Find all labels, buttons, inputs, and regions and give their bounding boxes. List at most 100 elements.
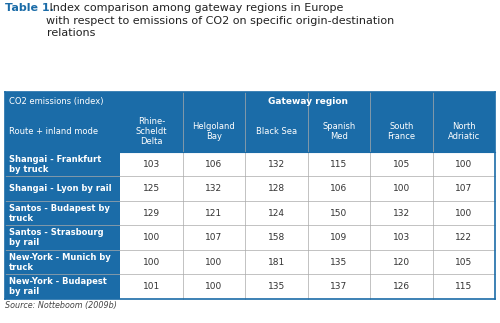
Bar	[182, 201, 245, 225]
Text: Shangai - Frankfurt
by truck: Shangai - Frankfurt by truck	[9, 155, 102, 174]
Bar	[182, 176, 245, 201]
Bar	[245, 250, 308, 274]
Text: 128: 128	[268, 184, 285, 193]
Bar	[5, 201, 120, 225]
Bar	[370, 152, 432, 176]
Text: Shangai - Lyon by rail: Shangai - Lyon by rail	[9, 184, 112, 193]
Text: CO2 emissions (index): CO2 emissions (index)	[9, 97, 104, 106]
Bar	[245, 201, 308, 225]
Bar	[308, 250, 370, 274]
Bar	[308, 274, 370, 299]
Bar	[5, 225, 120, 250]
Text: 181: 181	[268, 257, 285, 266]
Text: 132: 132	[392, 209, 410, 218]
Bar	[370, 250, 432, 274]
Text: 103: 103	[143, 160, 160, 169]
Text: Santos - Budapest by
truck: Santos - Budapest by truck	[9, 203, 110, 223]
Bar	[120, 92, 495, 112]
Text: Gateway region: Gateway region	[268, 97, 347, 106]
Bar	[308, 152, 370, 176]
Bar	[182, 112, 245, 152]
Text: 132: 132	[206, 184, 222, 193]
Bar	[308, 176, 370, 201]
Bar	[120, 176, 182, 201]
Text: 100: 100	[205, 282, 222, 291]
Bar	[370, 112, 432, 152]
Bar	[120, 152, 182, 176]
Text: 132: 132	[268, 160, 285, 169]
Bar	[182, 152, 245, 176]
Bar	[120, 274, 182, 299]
Text: 135: 135	[330, 257, 347, 266]
Bar	[432, 201, 495, 225]
Bar	[5, 274, 120, 299]
Text: 100: 100	[205, 257, 222, 266]
Text: 135: 135	[268, 282, 285, 291]
Bar	[432, 274, 495, 299]
Text: 137: 137	[330, 282, 347, 291]
Text: 122: 122	[456, 233, 472, 242]
Text: Index comparison among gateway regions in Europe
with respect to emissions of CO: Index comparison among gateway regions i…	[46, 3, 395, 38]
Text: Source: Notteboom (2009b): Source: Notteboom (2009b)	[5, 301, 117, 310]
Text: 121: 121	[206, 209, 222, 218]
Bar	[245, 225, 308, 250]
Text: Spanish
Med: Spanish Med	[322, 122, 356, 141]
Bar	[245, 274, 308, 299]
Bar	[245, 152, 308, 176]
Text: 124: 124	[268, 209, 285, 218]
Text: 120: 120	[392, 257, 410, 266]
Bar	[5, 176, 120, 201]
Text: 115: 115	[330, 160, 347, 169]
Text: Black Sea: Black Sea	[256, 127, 297, 136]
Bar	[182, 250, 245, 274]
Text: 126: 126	[392, 282, 410, 291]
Text: 125: 125	[143, 184, 160, 193]
Text: 107: 107	[455, 184, 472, 193]
Bar	[370, 274, 432, 299]
Bar	[245, 176, 308, 201]
Text: North
Adriatic: North Adriatic	[448, 122, 480, 141]
Bar	[120, 250, 182, 274]
Bar	[245, 112, 308, 152]
Text: 115: 115	[455, 282, 472, 291]
Text: South
France: South France	[387, 122, 416, 141]
Bar	[308, 112, 370, 152]
Bar	[308, 201, 370, 225]
Bar	[182, 274, 245, 299]
Text: 101: 101	[143, 282, 160, 291]
Bar	[5, 152, 120, 176]
Text: 100: 100	[455, 209, 472, 218]
Text: Santos - Strasbourg
by rail: Santos - Strasbourg by rail	[9, 228, 104, 247]
Bar	[120, 225, 182, 250]
Text: 100: 100	[143, 257, 160, 266]
Bar	[370, 201, 432, 225]
Text: 105: 105	[455, 257, 472, 266]
Bar	[120, 112, 182, 152]
Text: 105: 105	[392, 160, 410, 169]
Bar	[432, 225, 495, 250]
Text: 150: 150	[330, 209, 347, 218]
Bar	[182, 225, 245, 250]
Bar	[5, 92, 120, 112]
Text: Route + inland mode: Route + inland mode	[9, 127, 98, 136]
Bar	[432, 250, 495, 274]
Bar	[432, 112, 495, 152]
Bar	[308, 225, 370, 250]
Text: Rhine-
Scheldt
Delta: Rhine- Scheldt Delta	[136, 117, 167, 146]
Text: 100: 100	[392, 184, 410, 193]
Bar	[370, 176, 432, 201]
Text: 107: 107	[205, 233, 222, 242]
Text: 106: 106	[330, 184, 347, 193]
Text: 129: 129	[143, 209, 160, 218]
Text: 109: 109	[330, 233, 347, 242]
Bar	[5, 112, 120, 152]
Text: 100: 100	[143, 233, 160, 242]
Bar	[5, 250, 120, 274]
Text: 158: 158	[268, 233, 285, 242]
Text: 103: 103	[392, 233, 410, 242]
Bar	[432, 176, 495, 201]
Text: 106: 106	[205, 160, 222, 169]
Bar	[120, 201, 182, 225]
Text: Table 1.: Table 1.	[5, 3, 54, 13]
Bar	[370, 225, 432, 250]
